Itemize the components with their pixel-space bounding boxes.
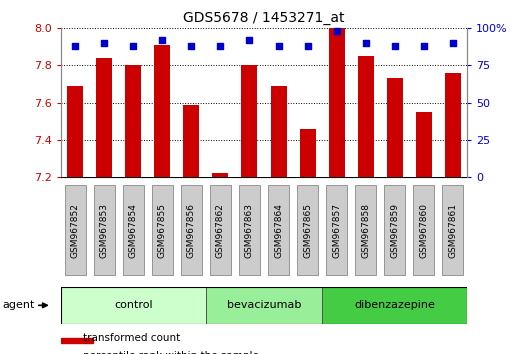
- Point: [361, 40, 370, 46]
- FancyBboxPatch shape: [355, 185, 376, 275]
- Point: [71, 43, 80, 49]
- Point: [303, 43, 312, 49]
- Text: GSM967865: GSM967865: [303, 202, 312, 258]
- FancyBboxPatch shape: [384, 185, 405, 275]
- Bar: [206, 287, 322, 324]
- Bar: [328, 28, 345, 177]
- Text: GSM967857: GSM967857: [332, 202, 341, 258]
- Text: GSM967862: GSM967862: [216, 202, 225, 258]
- Point: [216, 43, 225, 49]
- Text: agent: agent: [3, 300, 35, 310]
- Text: GSM967854: GSM967854: [129, 202, 138, 258]
- Bar: [61, 338, 93, 343]
- Text: GSM967852: GSM967852: [71, 202, 80, 258]
- Text: dibenzazepine: dibenzazepine: [354, 300, 435, 310]
- Text: transformed count: transformed count: [83, 333, 181, 343]
- Text: GSM967853: GSM967853: [100, 202, 109, 258]
- Bar: [154, 45, 171, 177]
- FancyBboxPatch shape: [239, 185, 260, 275]
- Text: GSM967861: GSM967861: [448, 202, 457, 258]
- Bar: [241, 65, 258, 177]
- Text: GSM967860: GSM967860: [419, 202, 428, 258]
- Text: GSM967858: GSM967858: [361, 202, 370, 258]
- Bar: [96, 58, 112, 177]
- Bar: [183, 104, 200, 177]
- Bar: [270, 86, 287, 177]
- Text: control: control: [114, 300, 153, 310]
- Point: [129, 43, 138, 49]
- Text: percentile rank within the sample: percentile rank within the sample: [83, 351, 259, 354]
- Point: [275, 43, 283, 49]
- FancyBboxPatch shape: [326, 185, 347, 275]
- Point: [100, 40, 109, 46]
- FancyBboxPatch shape: [65, 185, 86, 275]
- Point: [245, 38, 254, 43]
- Text: GSM967855: GSM967855: [158, 202, 167, 258]
- Text: GDS5678 / 1453271_at: GDS5678 / 1453271_at: [183, 11, 345, 25]
- Text: GSM967859: GSM967859: [390, 202, 399, 258]
- Text: GSM967864: GSM967864: [274, 202, 283, 258]
- Bar: [299, 129, 316, 177]
- FancyBboxPatch shape: [442, 185, 463, 275]
- Bar: [386, 79, 403, 177]
- Point: [158, 38, 167, 43]
- FancyBboxPatch shape: [413, 185, 434, 275]
- Point: [391, 43, 399, 49]
- Point: [449, 40, 457, 46]
- Point: [420, 43, 428, 49]
- Bar: [445, 73, 461, 177]
- Point: [187, 43, 196, 49]
- Text: GSM967863: GSM967863: [245, 202, 254, 258]
- FancyBboxPatch shape: [123, 185, 144, 275]
- Text: bevacizumab: bevacizumab: [227, 300, 301, 310]
- Bar: [357, 56, 374, 177]
- Bar: [67, 86, 83, 177]
- Bar: [61, 287, 206, 324]
- FancyBboxPatch shape: [94, 185, 115, 275]
- FancyBboxPatch shape: [210, 185, 231, 275]
- FancyBboxPatch shape: [152, 185, 173, 275]
- Bar: [212, 173, 229, 177]
- FancyBboxPatch shape: [268, 185, 289, 275]
- FancyBboxPatch shape: [297, 185, 318, 275]
- Bar: [416, 112, 432, 177]
- Text: GSM967856: GSM967856: [187, 202, 196, 258]
- FancyBboxPatch shape: [181, 185, 202, 275]
- Point: [333, 28, 341, 34]
- Bar: [322, 287, 467, 324]
- Bar: [125, 65, 142, 177]
